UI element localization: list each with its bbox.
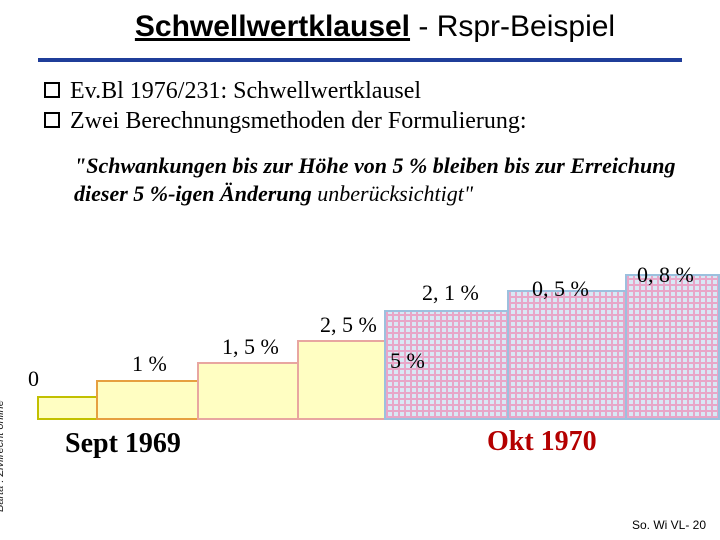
date-label: Sept 1969 [65,428,181,460]
bullet-item: Zwei Berechnungsmethoden der Formulierun… [44,106,684,136]
bullet-text: Zwei Berechnungsmethoden der Formulierun… [70,106,527,136]
slide-title: Schwellwertklausel - Rspr-Beispiel [75,10,675,44]
title-divider [38,58,682,62]
bullet-text: Ev.Bl 1976/231: Schwellwertklausel [70,76,421,106]
pct-label: 2, 1 % [422,280,479,306]
step-chart: 0 1 % 1, 5 % 2, 5 % 5 % 2, 1 % 0, 5 % 0, 8 % Se… [27,250,720,500]
quote-plain: unberücksichtigt" [312,181,473,206]
bullet-item: Ev.Bl 1976/231: Schwellwertklausel [44,76,684,106]
pct-label: 1 % [132,351,167,377]
date-label: Okt 1970 [487,426,597,458]
pct-label: 1, 5 % [222,334,279,360]
chart-step [625,274,720,420]
title-underlined: Schwellwertklausel [135,10,410,43]
footer-page: So. Wi VL- 20 [632,518,706,532]
quote-block: "Schwankungen bis zur Höhe von 5 % bleib… [74,152,704,208]
pct-label: 5 % [390,348,425,374]
side-credit: Barta : Zivilrecht online [0,400,6,512]
bullet-list: Ev.Bl 1976/231: Schwellwertklausel Zwei … [44,76,684,136]
bullet-box-icon [44,112,60,128]
pct-label: 0, 5 % [532,276,589,302]
pct-label: 2, 5 % [320,312,377,338]
zero-label: 0 [28,366,39,392]
title-rest: - Rspr-Beispiel [410,10,615,43]
slide: Schwellwertklausel - Rspr-Beispiel Ev.Bl… [0,0,720,540]
pct-label: 0, 8 % [637,262,694,288]
bullet-box-icon [44,82,60,98]
